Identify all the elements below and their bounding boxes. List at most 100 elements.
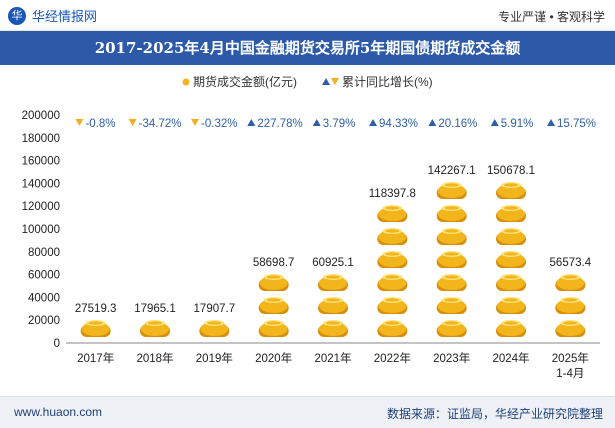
bar-value-label: 17965.1 [134, 303, 176, 315]
coin-icon [377, 228, 408, 245]
up-triangle-icon [247, 119, 256, 126]
x-tick-label: 2022年 [374, 351, 411, 365]
x-tick-label: 2018年 [136, 351, 173, 365]
x-tick-label: 2019年 [196, 351, 233, 365]
y-tick-label: 200000 [22, 110, 60, 122]
down-triangle-icon [128, 119, 137, 126]
coin-icon [496, 274, 526, 291]
bar-value-label: 118397.8 [369, 188, 416, 200]
growth-point: -0.8% [75, 118, 115, 130]
coin-icon [258, 274, 289, 291]
legend-marker-amount [182, 78, 190, 86]
y-tick-label: 160000 [22, 156, 60, 168]
bar-chart: 期货成交金额(亿元) 累计同比增长(%) 0 20000 40000 60000 80000… [22, 74, 600, 380]
brand-name: 华经情报网 [32, 9, 98, 24]
y-axis: 0 20000 40000 60000 80000 100000 120000 140000 1… [22, 110, 60, 350]
coin-icon [258, 297, 289, 314]
x-tick-label: 2023年 [433, 351, 470, 365]
coin-icon [436, 251, 467, 268]
bar [436, 182, 467, 337]
legend-marker-up [322, 78, 330, 85]
tagline: 专业严谨 • 客观科学 [498, 10, 605, 24]
y-tick-label: 80000 [28, 247, 60, 259]
legend-label-growth: 累计同比增长(%) [342, 75, 433, 89]
y-tick-label: 60000 [28, 270, 60, 282]
growth-value-label: 94.33% [379, 118, 418, 130]
bar-value-label: 60925.1 [312, 257, 354, 269]
y-tick-label: 40000 [28, 292, 60, 304]
y-tick-label: 140000 [22, 178, 60, 190]
up-triangle-icon [547, 119, 556, 126]
coin-icon [436, 274, 467, 291]
legend-marker-down [331, 78, 339, 85]
growth-value-label: -34.72% [139, 118, 182, 130]
x-tick-label: 2017年 [77, 351, 114, 365]
coin-icon [496, 228, 526, 245]
coin-icon [436, 182, 467, 199]
bar [140, 320, 170, 337]
bar [199, 320, 230, 337]
bar [496, 182, 526, 337]
brand[interactable]: 华 华经情报网 [8, 6, 97, 25]
coin-icon [377, 274, 408, 291]
x-tick-label: 2020年 [255, 351, 292, 365]
top-bar: 华 华经情报网 专业严谨 • 客观科学 [0, 0, 615, 31]
y-tick-label: 0 [54, 338, 60, 350]
legend: 期货成交金额(亿元) 累计同比增长(%) [182, 74, 433, 89]
y-tick-label: 100000 [22, 224, 60, 236]
bar-series: 27519.3 17965.1 17907.7 58698.7 60925.1 11839… [75, 165, 592, 337]
growth-value-label: 3.79% [323, 118, 356, 130]
growth-value-label: 15.75% [557, 118, 596, 130]
up-triangle-icon [428, 119, 437, 126]
growth-point: 5.91% [490, 118, 534, 130]
bar-value-label: 17907.7 [194, 303, 236, 315]
coin-icon [199, 320, 230, 337]
x-tick-label: 1-4月 [556, 368, 584, 380]
coin-icon [436, 297, 467, 314]
up-triangle-icon [369, 119, 378, 126]
bar-value-label: 56573.4 [550, 257, 592, 269]
growth-value-label: -0.32% [201, 118, 237, 130]
coin-icon [436, 228, 467, 245]
footer-website[interactable]: www.huaon.com [14, 405, 103, 419]
coin-icon [377, 297, 408, 314]
coin-icon [318, 297, 348, 314]
growth-point: 94.33% [369, 118, 418, 130]
up-triangle-icon [490, 119, 499, 126]
coin-icon [436, 205, 467, 222]
growth-series: -0.8% -34.72% -0.32% 227.78% 3.79% 94.33% 20.1… [75, 118, 596, 130]
bar-value-label: 58698.7 [253, 257, 295, 269]
coin-icon [377, 320, 408, 337]
growth-point: 20.16% [428, 118, 477, 130]
coin-icon [318, 274, 348, 291]
bar-value-label: 150678.1 [487, 165, 535, 177]
growth-point: 227.78% [247, 118, 303, 130]
brand-logo-icon: 华 [8, 6, 26, 25]
coin-icon [496, 251, 526, 268]
footer: www.huaon.com 数据来源：证监局，华经产业研究院整理 [0, 396, 615, 428]
down-triangle-icon [191, 119, 200, 126]
y-tick-label: 120000 [22, 201, 60, 213]
y-tick-label: 20000 [28, 315, 60, 327]
growth-point: 3.79% [312, 118, 356, 130]
coin-icon [496, 297, 526, 314]
growth-point: 15.75% [547, 118, 596, 130]
bar [555, 274, 586, 337]
growth-value-label: 20.16% [438, 118, 477, 130]
coin-icon [496, 205, 526, 222]
chart-title: 2017-2025年4月中国金融期货交易所5年期国债期货成交金额 [0, 31, 615, 65]
coin-icon [80, 320, 111, 337]
growth-value-label: 5.91% [501, 118, 534, 130]
bar [258, 274, 289, 337]
up-triangle-icon [312, 119, 321, 126]
x-tick-label: 2024年 [492, 351, 529, 365]
down-triangle-icon [75, 119, 84, 126]
coin-icon [318, 320, 348, 337]
bar-value-label: 27519.3 [75, 303, 117, 315]
coin-icon [555, 297, 586, 314]
growth-point: -0.32% [191, 118, 237, 130]
coin-icon [377, 251, 408, 268]
coin-icon [436, 320, 467, 337]
y-tick-label: 180000 [22, 133, 60, 145]
growth-value-label: 227.78% [257, 118, 302, 130]
